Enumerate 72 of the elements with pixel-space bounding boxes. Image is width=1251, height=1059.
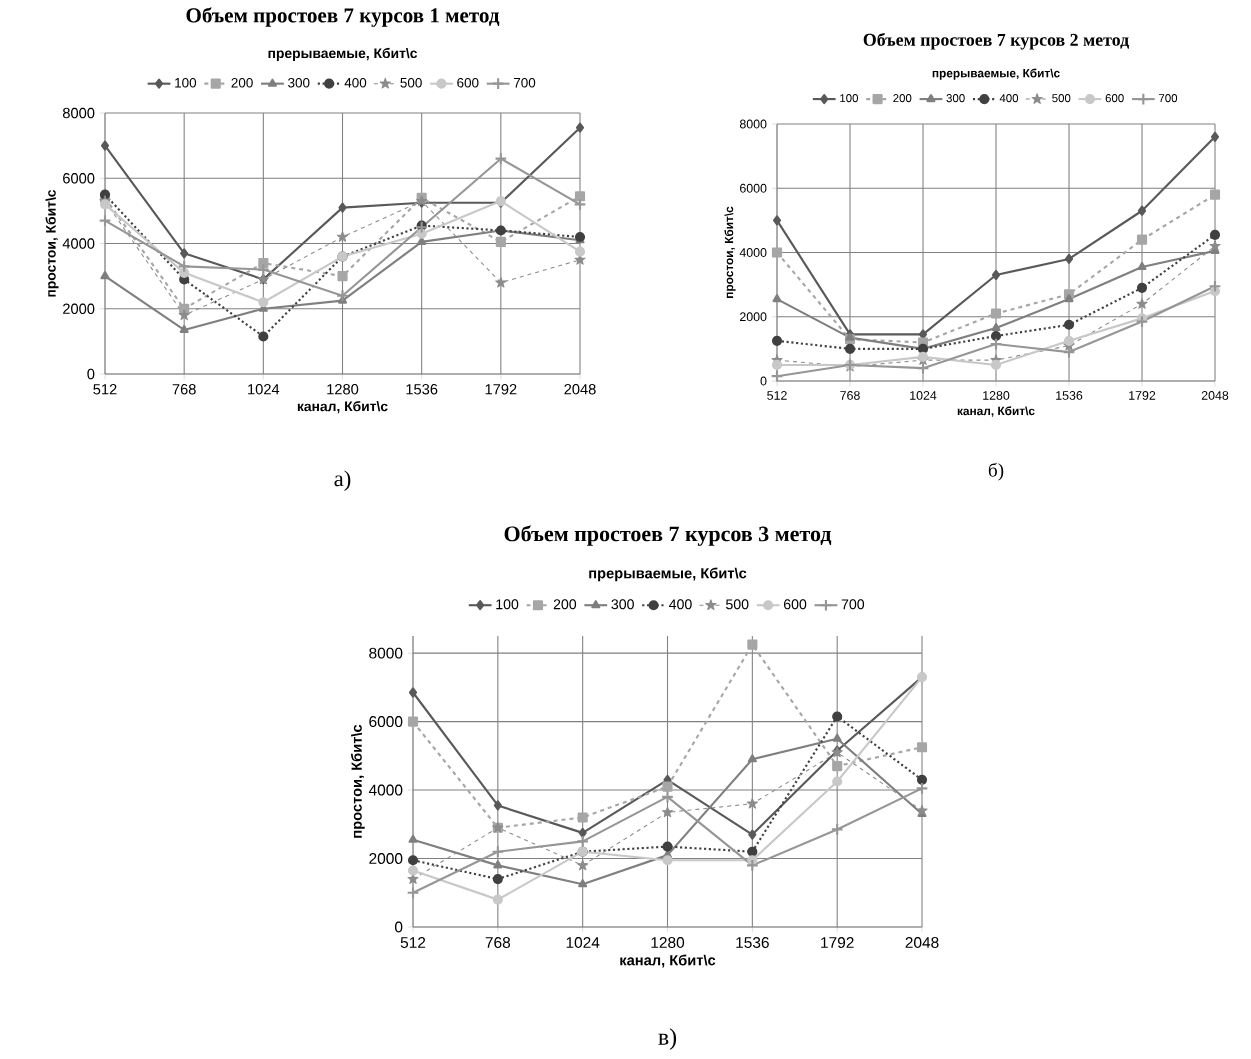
x-tick-label: 768 — [172, 384, 196, 395]
x-tick-label: 1792 — [821, 937, 854, 948]
x-axis-title: канал, Кбит\с — [620, 954, 716, 968]
legend-label: 300 — [946, 94, 965, 103]
x-tick-label: 1536 — [736, 937, 769, 948]
legend-label: 600 — [1105, 94, 1124, 103]
legend-label: 500 — [1052, 94, 1071, 103]
text: б) — [988, 462, 1004, 481]
legend-label: 700 — [841, 599, 865, 610]
legend-label: 300 — [611, 599, 634, 610]
x-tick-label: 2048 — [1201, 391, 1229, 400]
legend-label: 400 — [669, 599, 692, 610]
chart-title: Объем простоев 7 курсов 2 метод — [863, 32, 1129, 50]
text: а) — [334, 470, 351, 491]
x-tick-label: 2048 — [905, 937, 939, 948]
x-tick-label: 1792 — [1129, 391, 1156, 400]
x-tick-label: 1024 — [910, 391, 937, 400]
x-tick-label: 768 — [840, 391, 860, 400]
x-tick-label: 1024 — [566, 937, 600, 948]
y-tick-label: 8000 — [739, 119, 767, 129]
x-axis-title: канал, Кбит\с — [957, 406, 1035, 417]
legend-label: 500 — [726, 599, 749, 610]
legend-title: прерываемые, Кбит\с — [589, 567, 747, 582]
legend-label: 100 — [175, 77, 197, 88]
y-axis-title: простои, Кбит\с — [350, 724, 365, 838]
x-tick-label: 512 — [767, 391, 787, 400]
chart-title: Объем простоев 7 курсов 1 метод — [186, 7, 500, 27]
legend-label: 200 — [893, 94, 912, 103]
y-tick-label: 2000 — [740, 312, 767, 322]
y-tick-label: 6000 — [369, 716, 403, 728]
legend-title: прерываемые, Кбит\с — [268, 47, 418, 61]
y-tick-label: 6000 — [740, 183, 767, 193]
x-tick-label: 768 — [485, 937, 511, 948]
y-tick-label: 0 — [394, 921, 403, 933]
legend-label: 200 — [553, 599, 577, 610]
x-tick-label: 1280 — [651, 937, 685, 948]
x-tick-label: 1280 — [327, 384, 359, 395]
legend-label: 700 — [1159, 94, 1178, 103]
legend-label: 400 — [344, 77, 367, 88]
y-tick-label: 4000 — [739, 248, 767, 257]
x-tick-label: 1280 — [983, 391, 1010, 400]
y-tick-label: 8000 — [62, 107, 95, 119]
x-tick-label: 1792 — [485, 384, 517, 395]
x-tick-label: 512 — [93, 384, 117, 395]
legend-label: 400 — [999, 94, 1019, 103]
y-tick-label: 0 — [760, 376, 767, 386]
x-axis-title: канал, Кбит\с — [297, 400, 388, 414]
x-tick-label: 512 — [400, 937, 426, 948]
legend-label: 500 — [400, 77, 422, 88]
legend-label: 600 — [783, 599, 807, 610]
legend-title: прерываемые, Кбит\с — [932, 68, 1060, 80]
y-tick-label: 0 — [87, 368, 95, 380]
x-tick-label: 1536 — [1056, 391, 1083, 400]
y-tick-label: 2000 — [63, 303, 95, 314]
y-tick-label: 4000 — [62, 238, 95, 249]
x-tick-label: 1536 — [406, 384, 438, 395]
legend-label: 600 — [457, 77, 479, 88]
legend-label: 100 — [496, 599, 519, 610]
chart-title: Объем простоев 7 курсов 3 метод — [504, 525, 832, 546]
y-tick-label: 2000 — [369, 853, 403, 865]
legend-label: 200 — [231, 77, 253, 88]
legend-label: 700 — [513, 77, 536, 88]
legend-label: 300 — [288, 77, 310, 88]
y-axis-title: простои, Кбит\с — [724, 206, 736, 298]
y-tick-label: 8000 — [369, 647, 403, 659]
legend-label: 100 — [840, 94, 859, 103]
y-tick-label: 4000 — [368, 784, 403, 796]
y-tick-label: 6000 — [63, 173, 95, 184]
y-axis-title: простои, Кбит\с — [45, 189, 59, 297]
x-tick-label: 2048 — [564, 384, 596, 395]
text: в) — [658, 1028, 677, 1050]
x-tick-label: 1024 — [248, 384, 280, 395]
